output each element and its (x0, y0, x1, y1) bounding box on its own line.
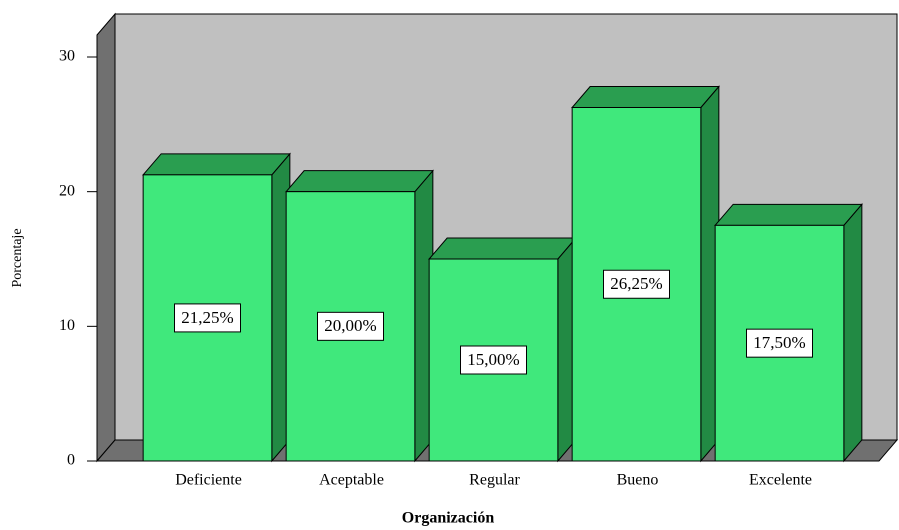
bar-side (843, 202, 863, 463)
bar-top (428, 237, 577, 260)
y-axis-title: Porcentaje (10, 228, 25, 287)
x-tick-label: Bueno (617, 472, 659, 489)
bar-top (142, 153, 291, 176)
y-tick-label: 0 (67, 452, 75, 469)
x-tick-label: Aceptable (319, 472, 384, 489)
value-label-box (317, 311, 384, 341)
value-label-box (603, 269, 670, 299)
value-label: 21,25% (181, 308, 233, 327)
left-wall (96, 12, 116, 463)
y-tick-label: 20 (59, 182, 75, 199)
bar-top (571, 86, 720, 108)
value-label-box (174, 303, 241, 333)
value-label-box (460, 345, 527, 375)
value-label: 17,50% (753, 333, 805, 352)
y-tick-label: 30 (59, 48, 75, 65)
x-tick-label: Excelente (749, 472, 812, 489)
bar-top (285, 170, 434, 193)
value-label: 15,00% (467, 350, 519, 369)
x-tick-label: Deficiente (175, 472, 242, 489)
y-tick-label: 10 (59, 317, 75, 334)
x-tick-label: Regular (469, 472, 520, 489)
value-label-box (746, 328, 813, 358)
x-axis-title: Organización (402, 510, 495, 527)
value-label: 20,00% (324, 316, 376, 335)
value-label: 26,25% (610, 274, 662, 293)
bar-top (714, 203, 863, 226)
